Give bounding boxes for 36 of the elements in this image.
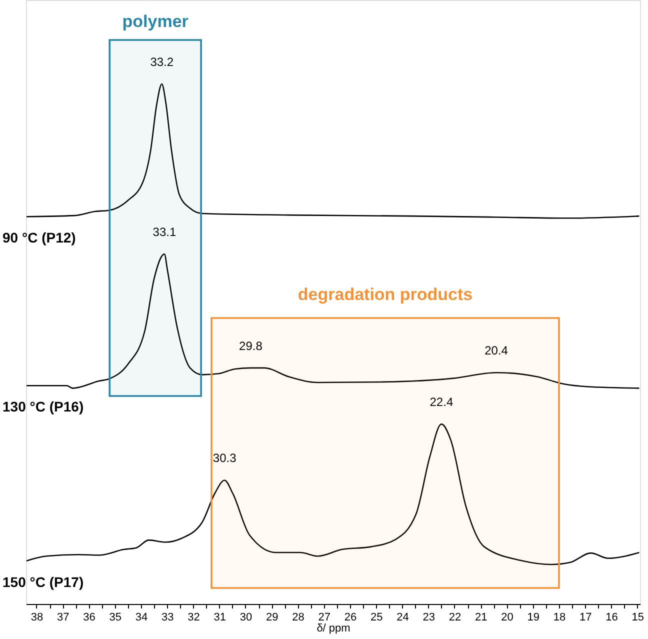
annotation: 33.1 (152, 225, 176, 240)
annotation: 22.4 (430, 395, 454, 410)
annotation: 20.4 (484, 344, 508, 358)
series-label: 130 °C (P16) (2, 398, 84, 415)
x-tick-label: 35 (109, 612, 122, 624)
x-tick-label: 21 (474, 612, 488, 624)
x-tick-label: 28 (292, 612, 304, 624)
x-tick-label: 22 (448, 612, 462, 624)
x-tick-label: 37 (56, 612, 70, 624)
x-tick-label: 24 (396, 612, 409, 624)
x-tick-label: 20 (501, 612, 514, 624)
x-tick-label: 31 (214, 612, 226, 624)
annotation: 33.2 (150, 55, 174, 69)
x-tick-label: 32 (188, 612, 200, 624)
x-tick-label: 16 (606, 612, 618, 624)
x-tick-label: 18 (553, 612, 566, 624)
x-tick-label: 17 (580, 612, 592, 624)
x-tick-label: 19 (527, 612, 540, 624)
x-tick-label: 38 (30, 612, 44, 624)
x-tick-label: 36 (83, 612, 96, 624)
x-axis-title: δ/ ppm (316, 622, 350, 634)
x-tick-label: 30 (240, 612, 252, 624)
x-tick-label: 27 (318, 612, 330, 624)
x-tick-label: 26 (344, 612, 357, 624)
x-tick-label: 23 (422, 612, 435, 624)
x-tick-label: 15 (632, 612, 644, 624)
x-tick-label: 29 (266, 612, 278, 624)
x-tick-label: 34 (135, 612, 148, 624)
x-tick-label: 33 (161, 612, 174, 624)
annotation: 29.8 (239, 338, 263, 353)
band-label: degradation products (298, 285, 473, 304)
band-label: polymer (122, 12, 189, 31)
x-tick-label: 25 (370, 612, 383, 624)
annotation: 30.3 (212, 451, 237, 466)
series-label: 150 °C (P17) (2, 574, 84, 590)
series-label: 90 °C (P12) (2, 230, 76, 246)
